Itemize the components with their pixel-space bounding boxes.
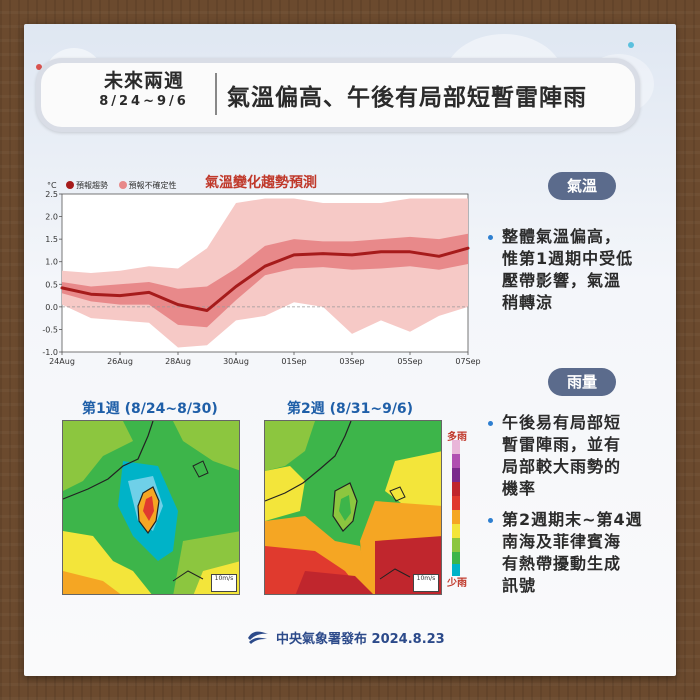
text-line: 整體氣溫偏高， <box>502 227 622 246</box>
bullet-dot <box>488 518 493 523</box>
legend-uncertainty-swatch <box>118 181 127 189</box>
temperature-bullet: 整體氣溫偏高， 惟第1週期中受低 壓帶影響，氣溫 稍轉涼 <box>502 226 633 314</box>
text-line: 午後易有局部短 <box>502 413 622 432</box>
x-tick-label: 05Sep <box>397 357 422 366</box>
trend-line <box>60 246 470 312</box>
legend-uncertainty-label: 預報不確定性 <box>128 181 177 190</box>
rain-section-label: 雨量 <box>548 368 616 396</box>
title-date-range: 8/24~9/6 <box>99 94 189 109</box>
text-line: 稍轉涼 <box>502 293 554 312</box>
title-period: 未來兩週 8/24~9/6 <box>83 69 205 111</box>
text-line: 暫雷陣雨，並有 <box>502 435 622 454</box>
chart-title: 氣溫變化趨勢預測 <box>205 175 317 191</box>
y-tick-label: -0.5 <box>42 325 58 334</box>
bullet-dot <box>488 235 493 240</box>
x-tick-label: 26Aug <box>107 357 133 366</box>
text-line: 第2週期末~第4週 <box>502 510 643 529</box>
week2-title: 第2週 (8/31~9/6) <box>287 401 414 417</box>
colorbar-bottom-label: 少雨 <box>447 578 467 589</box>
y-tick-label: 0.0 <box>45 303 58 312</box>
text-line: 壓帶影響，氣溫 <box>502 271 622 290</box>
text-line: 南海及菲律賓海 <box>502 532 622 551</box>
rain-bullet-2: 第2週期末~第4週 南海及菲律賓海 有熱帶擾動生成 訊號 <box>502 509 643 597</box>
rain-bullet-1: 午後易有局部短 暫雷陣雨，並有 局部較大雨勢的 機率 <box>502 412 621 500</box>
wind-scale: 10m/s <box>211 574 237 592</box>
temperature-section-label: 氣溫 <box>548 172 616 200</box>
text-line: 機率 <box>502 479 537 498</box>
uncertainty-inner-band <box>62 233 468 328</box>
title-weeks: 未來兩週 <box>103 70 184 92</box>
y-tick-label: 1.0 <box>45 258 58 267</box>
cwa-logo-icon <box>248 631 268 644</box>
legend-trend-label: 預報趨勢 <box>76 181 108 190</box>
title-bar: 未來兩週 8/24~9/6 氣溫偏高、午後有局部短暫雷陣雨 <box>36 58 640 132</box>
colorbar-top-label: 多雨 <box>447 432 467 443</box>
text-line: 惟第1週期中受低 <box>502 249 634 268</box>
title-divider <box>215 73 217 115</box>
x-tick-label: 30Aug <box>223 357 249 366</box>
x-tick-label: 03Sep <box>339 357 364 366</box>
week2-rain-map: 10m/s <box>264 420 442 595</box>
y-tick-label: 2.0 <box>45 213 58 222</box>
wind-scale: 10m/s <box>413 574 439 592</box>
y-tick-label: 1.5 <box>45 235 58 244</box>
x-tick-label: 07Sep <box>455 357 480 366</box>
text-line: 局部較大雨勢的 <box>502 457 622 476</box>
legend-trend-swatch <box>66 181 74 189</box>
week1-rain-map: 10m/s <box>62 420 240 595</box>
text-line: 訊號 <box>502 576 537 595</box>
y-tick-label: 0.5 <box>45 280 58 289</box>
y-axis-unit: °C <box>47 181 57 190</box>
headline: 氣溫偏高、午後有局部短暫雷陣雨 <box>227 85 587 111</box>
bullet-dot <box>488 421 493 426</box>
text-line: 有熱帶擾動生成 <box>502 554 622 573</box>
y-tick-label: -1.0 <box>42 348 58 357</box>
y-tick-label: 2.5 <box>45 190 58 199</box>
x-tick-label: 28Aug <box>165 357 191 366</box>
x-tick-label: 01Sep <box>281 357 306 366</box>
week1-title: 第1週 (8/24~8/30) <box>82 401 218 417</box>
chart-legend: 預報趨勢 預報不確定性 <box>66 180 177 191</box>
footer-publisher: 中央氣象署發布 2024.8.23 <box>276 632 445 647</box>
rain-colorbar <box>452 440 460 576</box>
x-tick-label: 24Aug <box>49 357 75 366</box>
